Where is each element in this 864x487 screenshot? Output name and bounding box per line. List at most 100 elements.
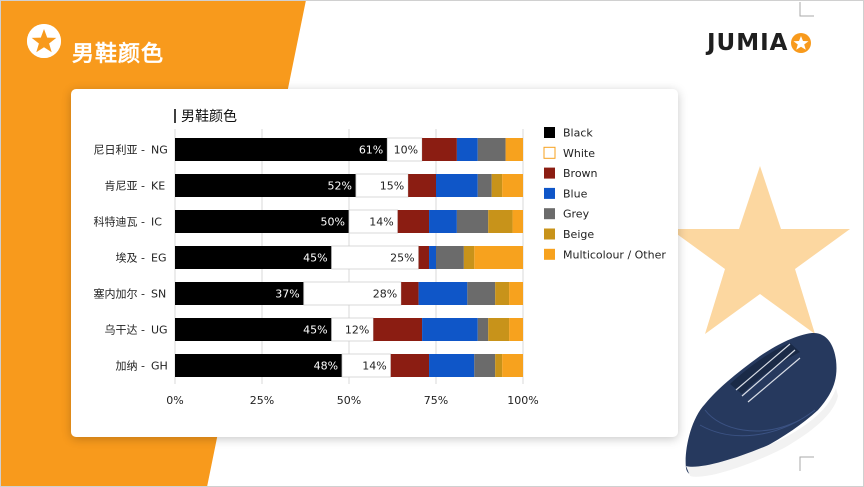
bar-segment xyxy=(175,138,388,161)
category-code-label: IC xyxy=(151,216,162,229)
bar-data-label: 14% xyxy=(369,216,393,229)
background-star-shape xyxy=(670,166,850,334)
category-code-label: NG xyxy=(151,144,168,157)
bar-segment xyxy=(474,354,496,377)
legend-label: Blue xyxy=(563,187,588,200)
bar-data-label: 15% xyxy=(380,180,404,193)
bar-segment xyxy=(418,246,430,269)
x-tick-label: 0% xyxy=(166,394,183,407)
logo-star-icon xyxy=(791,33,812,53)
bar-segment xyxy=(422,138,457,161)
bar-segment xyxy=(477,318,489,341)
bar-segment xyxy=(175,246,332,269)
bar-segment xyxy=(477,174,492,197)
bar-segment xyxy=(495,282,510,305)
legend-label: Grey xyxy=(563,208,590,221)
bar-segment xyxy=(436,246,464,269)
bar-data-label: 52% xyxy=(328,180,352,193)
bar-data-label: 45% xyxy=(303,252,327,265)
bar-segment xyxy=(509,282,523,305)
bar-segment xyxy=(505,138,523,161)
category-code-label: EG xyxy=(151,252,166,265)
x-tick-label: 25% xyxy=(250,394,274,407)
bar-segment xyxy=(456,138,478,161)
category-name-label: 乌干达 - xyxy=(105,323,145,337)
bar-segment xyxy=(467,282,496,305)
legend-label: Beige xyxy=(563,228,594,241)
category-name-label: 尼日利亚 - xyxy=(94,144,145,157)
jumia-logo: JUMIA xyxy=(707,29,812,57)
logo-text: JUMIA xyxy=(707,30,789,56)
x-tick-label: 100% xyxy=(507,394,538,407)
chart-card: 男鞋颜色 61% 10% 52% 15% 50% 14% 45% 25% 37% 28% 45% 12… xyxy=(71,89,678,437)
legend-swatch xyxy=(544,208,555,220)
bar-segment xyxy=(456,210,489,233)
bar-segment xyxy=(373,318,423,341)
bar-segment xyxy=(477,138,506,161)
bar-segment xyxy=(502,174,523,197)
bar-segment xyxy=(397,210,430,233)
bar-segment xyxy=(175,210,349,233)
category-name-label: 科特迪瓦 - xyxy=(94,215,145,229)
bar-segment xyxy=(401,282,419,305)
legend-swatch xyxy=(544,228,555,240)
bar-segment xyxy=(429,246,436,269)
bar-segment xyxy=(408,174,436,197)
bar-segment xyxy=(491,174,503,197)
bar-segment xyxy=(488,210,513,233)
x-tick-label: 75% xyxy=(424,394,448,407)
category-name-label: 加纳 - xyxy=(116,360,145,373)
bar-segment xyxy=(502,354,523,377)
legend-swatch xyxy=(544,127,555,138)
shoe-image xyxy=(685,332,838,477)
bar-data-label: 10% xyxy=(394,144,418,157)
legend-label: Brown xyxy=(563,167,598,180)
bar-segment xyxy=(175,318,332,341)
bar-segment xyxy=(474,246,523,269)
bar-data-label: 25% xyxy=(390,252,414,265)
legend-swatch xyxy=(544,187,555,199)
bar-data-label: 48% xyxy=(314,360,338,373)
bar-data-label: 12% xyxy=(345,324,369,337)
slide-title: 男鞋颜色 xyxy=(72,42,165,67)
legend-label: Multicolour / Other xyxy=(563,248,666,261)
legend-label: Black xyxy=(563,127,593,140)
bar-data-label: 28% xyxy=(373,288,397,301)
category-name-label: 埃及 - xyxy=(116,251,145,265)
bar-segment xyxy=(175,282,304,305)
legend-label: White xyxy=(563,147,595,160)
category-code-label: GH xyxy=(151,360,168,373)
star-badge-icon xyxy=(27,24,61,58)
corner-mark-top-right xyxy=(799,2,814,17)
bar-segment xyxy=(509,318,523,341)
bar-segment xyxy=(495,354,503,377)
bar-segment xyxy=(463,246,475,269)
bar-segment xyxy=(512,210,523,233)
legend-swatch xyxy=(543,146,556,159)
bar-data-label: 14% xyxy=(362,360,386,373)
chart-title: 男鞋颜色 xyxy=(181,108,237,125)
category-code-label: SN xyxy=(151,288,166,301)
bar-data-label: 45% xyxy=(303,324,327,337)
bar-segment xyxy=(390,354,430,377)
x-tick-label: 50% xyxy=(337,394,361,407)
bar-data-label: 61% xyxy=(359,144,383,157)
bar-data-label: 50% xyxy=(321,216,345,229)
category-name-label: 肯尼亚 - xyxy=(105,180,145,193)
legend-swatch xyxy=(544,248,555,260)
stacked-bar-chart: 男鞋颜色 61% 10% 52% 15% 50% 14% 45% 25% 37% 28% 45% 12… xyxy=(94,108,667,407)
bar-segment xyxy=(429,354,475,377)
category-code-label: KE xyxy=(151,180,165,193)
bar-data-label: 37% xyxy=(275,288,299,301)
bar-segment xyxy=(488,318,510,341)
legend-swatch xyxy=(544,167,555,179)
bar-segment xyxy=(436,174,478,197)
bar-segment xyxy=(422,318,478,341)
bar-segment xyxy=(175,174,356,197)
bar-segment xyxy=(429,210,457,233)
corner-mark-bottom-right xyxy=(799,456,814,471)
category-code-label: UG xyxy=(151,324,168,337)
category-name-label: 塞内加尔 - xyxy=(94,287,145,301)
bar-segment xyxy=(175,354,343,377)
